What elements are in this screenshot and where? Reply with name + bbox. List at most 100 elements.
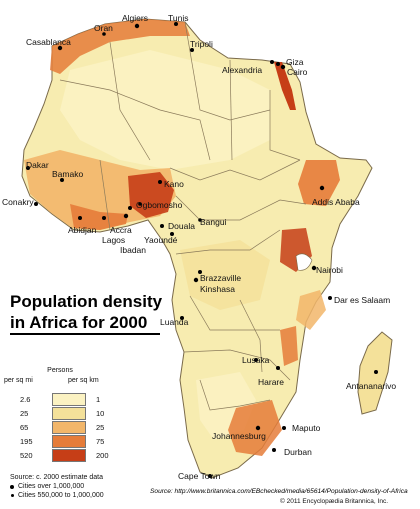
city-label-dar: Dar es Salaam — [334, 295, 391, 305]
note-cities-medium-text: Cities 550,000 to 1,000,000 — [18, 492, 104, 499]
south-africa-density — [228, 400, 282, 456]
city-dot-casablanca — [57, 45, 63, 51]
map-title: Population density in Africa for 2000 — [10, 291, 163, 335]
note-cities-medium: Cities 550,000 to 1,000,000 — [10, 491, 104, 500]
ethiopia-highland-density — [298, 160, 340, 206]
legend-row: 65 25 — [4, 421, 116, 435]
legend-swatch — [52, 393, 86, 406]
title-line-1: Population density — [10, 292, 163, 311]
city-dot-accra — [102, 216, 106, 220]
city-label-durban: Durban — [284, 447, 312, 457]
city-dot-alexandria — [270, 60, 274, 64]
country-borders — [59, 21, 307, 411]
city-label-johannesburg: Johannesburg — [212, 431, 266, 441]
city-dot-lagos — [123, 213, 129, 219]
city-label-yaounde: Yaoundé — [144, 235, 178, 245]
city-dot-lusaka — [254, 358, 258, 362]
city-label-maputo: Maputo — [292, 423, 321, 433]
gulf-guinea-coast-density — [70, 204, 128, 230]
note-cities-large-text: Cities over 1,000,000 — [18, 483, 85, 490]
city-label-douala: Douala — [168, 221, 195, 231]
city-label-algiers: Algiers — [122, 13, 148, 23]
legend-value-km: 10 — [96, 409, 105, 418]
legend-title: Persons — [47, 367, 73, 374]
city-dot-conakry — [34, 202, 38, 206]
city-label-nairobi: Nairobi — [316, 265, 343, 275]
city-dot-bangui — [198, 218, 202, 222]
city-label-lusaka: Lusaka — [242, 355, 270, 365]
city-label-antananarivo: Antananarivo — [346, 381, 397, 391]
city-label-casablanca: Casablanca — [26, 37, 71, 47]
legend-value-mi: 520 — [20, 451, 33, 460]
city-dot-harare — [276, 366, 280, 370]
city-dot-antananarivo — [374, 370, 378, 374]
legend-row: 25 10 — [4, 407, 116, 421]
legend-value-km: 200 — [96, 451, 109, 460]
city-label-bamako: Bamako — [52, 169, 84, 179]
city-dot-dar — [328, 296, 332, 300]
city-dot-luanda — [180, 316, 184, 320]
city-dot-giza — [276, 62, 280, 66]
legend-row: 2.6 1 — [4, 393, 116, 407]
legend-swatch — [52, 407, 86, 420]
nigeria-high-density — [128, 172, 174, 218]
city-dot-capetown — [208, 474, 212, 478]
legend-value-km: 75 — [96, 437, 105, 446]
city-label-kano: Kano — [164, 179, 184, 189]
legend-value-mi: 25 — [20, 409, 29, 418]
city-label-conakry: Conakry — [2, 197, 34, 207]
malawi-density — [280, 326, 298, 366]
city-dot-algiers — [134, 23, 140, 29]
legend-swatch — [52, 421, 86, 434]
legend-row: 520 200 — [4, 449, 116, 463]
legend-swatch — [52, 449, 86, 462]
legend-value-km: 25 — [96, 423, 105, 432]
city-label-lagos: Lagos — [102, 235, 126, 245]
legend-notes: Source: c. 2000 estimate data Cities ove… — [10, 473, 104, 500]
source-url: Source: http://www.britannica.com/EBchec… — [150, 488, 408, 495]
city-dot-kinshasa — [193, 277, 199, 283]
maghreb-coast-density — [50, 19, 190, 74]
city-dot-tripoli — [190, 48, 194, 52]
city-dot-bamako — [60, 178, 64, 182]
city-label-accra: Accra — [110, 225, 132, 235]
city-label-alexandria: Alexandria — [222, 65, 263, 75]
city-dot-brazzaville — [198, 270, 202, 274]
legend-value-mi: 195 — [20, 437, 33, 446]
nile-valley-density — [274, 62, 296, 110]
legend-swatch — [52, 435, 86, 448]
city-dot-kano — [158, 180, 162, 184]
legend-unit-right: per sq km — [68, 377, 99, 384]
city-dot-douala — [160, 224, 164, 228]
city-label-capetown: Cape Town — [178, 471, 221, 481]
city-label-ibadan: Ibadan — [120, 245, 146, 255]
city-dot-tunis — [174, 22, 178, 26]
city-label-brazzaville: Brazzaville — [200, 273, 242, 283]
legend-row: 195 75 — [4, 435, 116, 449]
title-line-2: in Africa for 2000 — [10, 313, 148, 332]
city-label-giza: Giza — [286, 57, 304, 67]
legend-value-km: 1 — [96, 395, 101, 404]
city-dot-maputo — [282, 426, 286, 430]
city-dot-yaounde — [170, 232, 174, 236]
city-dot-ogbomosho — [138, 202, 142, 206]
medium-city-dot-icon — [11, 494, 14, 497]
city-label-tripoli: Tripoli — [190, 39, 213, 49]
note-cities-large: Cities over 1,000,000 — [10, 482, 104, 491]
city-label-bangui: Bangui — [200, 217, 227, 227]
copyright: © 2011 Encyclopædia Britannica, Inc. — [280, 498, 389, 505]
city-label-dakar: Dakar — [26, 160, 49, 170]
congo-basin-density — [180, 240, 270, 310]
city-label-luanda: Luanda — [160, 317, 189, 327]
source-note: Source: c. 2000 estimate data — [10, 474, 103, 481]
city-label-harare: Harare — [258, 377, 284, 387]
city-dot-abidjan — [78, 216, 82, 220]
city-dot-ibadan — [128, 206, 132, 210]
city-dot-dakar — [26, 166, 30, 170]
city-dot-addis — [319, 185, 325, 191]
city-dot-cairo — [280, 64, 286, 70]
east-africa-density — [296, 290, 326, 330]
